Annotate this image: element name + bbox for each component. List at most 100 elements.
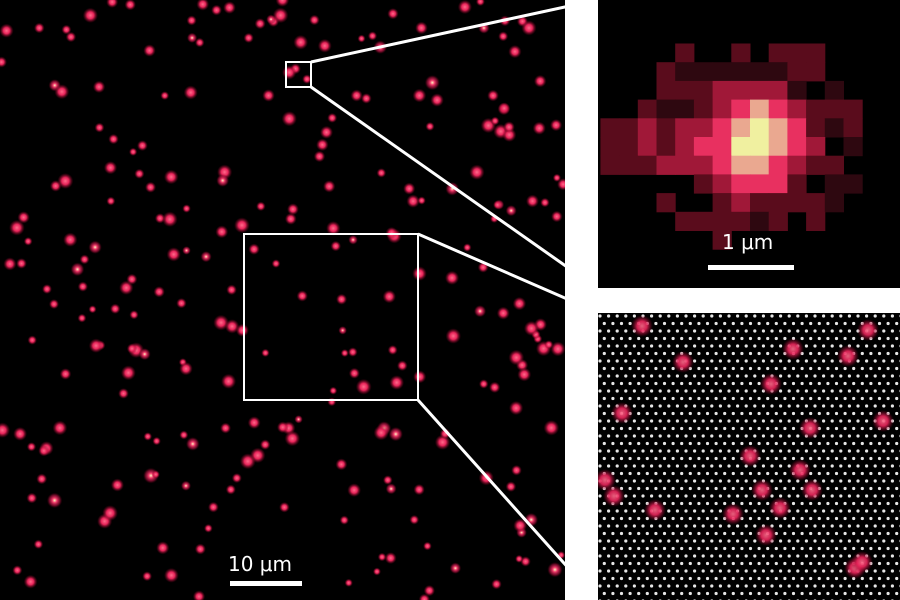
- lattice-dot: [852, 426, 856, 431]
- lattice-dot: [865, 419, 869, 423]
- lattice-dot: [834, 381, 839, 386]
- lattice-dot: [611, 336, 615, 341]
- lattice-dot: [675, 404, 680, 408]
- lattice-dot: [882, 329, 886, 333]
- fluorescent-spot: [385, 483, 397, 495]
- lattice-dot: [714, 471, 718, 476]
- lattice-dot: [736, 569, 740, 573]
- lattice-dot: [748, 396, 753, 401]
- lattice-dot: [688, 456, 692, 461]
- lattice-dot: [654, 591, 658, 596]
- lattice-dot: [632, 344, 637, 348]
- lattice-dot: [860, 471, 864, 476]
- lattice-dot: [641, 434, 645, 438]
- lattice-dot: [753, 314, 757, 318]
- lattice-dot: [680, 381, 684, 386]
- lattice-dot: [736, 344, 740, 348]
- lattice-dot: [701, 539, 705, 543]
- lattice-dot: [757, 351, 761, 356]
- lattice-dot: [705, 366, 710, 371]
- lattice-dot: [787, 329, 791, 333]
- fluorescent-spot: [182, 246, 191, 255]
- lattice-dot: [830, 374, 834, 378]
- lattice-dot: [766, 366, 770, 371]
- pixel: [750, 80, 770, 101]
- lattice-dot: [705, 441, 710, 446]
- lattice-dot: [757, 546, 761, 551]
- lattice-dot: [611, 516, 615, 521]
- fluorescent-spot: [0, 56, 7, 68]
- fluorescent-spot: [13, 426, 28, 441]
- fluorescent-spot: [550, 341, 565, 357]
- fluorescent-spot: [106, 0, 119, 8]
- lattice-dot: [804, 524, 809, 528]
- lattice-dot: [830, 524, 834, 528]
- lattice-dot: [705, 576, 710, 581]
- lattice-dot: [895, 426, 899, 431]
- fluorescent-spot: [279, 501, 290, 513]
- pixel: [768, 62, 788, 82]
- lattice-dot: [740, 471, 744, 476]
- lattice-dot: [684, 479, 688, 483]
- lattice-dot: [740, 381, 744, 386]
- lattice-dot: [619, 381, 624, 386]
- lattice-dot: [834, 501, 839, 506]
- lattice-dot: [886, 501, 890, 506]
- lattice-dot: [800, 591, 804, 596]
- lattice-dot: [697, 396, 701, 401]
- lattice-dot: [602, 426, 606, 431]
- lattice-dot: [822, 374, 826, 378]
- lattice-dot: [860, 381, 864, 386]
- lattice-dot: [680, 561, 684, 566]
- lattice-dot: [869, 486, 873, 491]
- lattice-dot: [680, 396, 684, 401]
- lattice-dot: [619, 351, 624, 356]
- fluorescent-spot: [63, 232, 78, 247]
- lattice-dot: [723, 531, 727, 536]
- lattice-dot: [607, 464, 611, 468]
- fluorescent-spot: [503, 121, 515, 133]
- lattice-dot: [641, 479, 645, 483]
- lattice-dot: [680, 411, 684, 416]
- lattice-dot: [822, 449, 826, 453]
- fluorescent-spot: [88, 240, 102, 254]
- lattice-dot: [675, 389, 680, 393]
- lattice-dot: [662, 441, 667, 446]
- lattice-dot: [822, 509, 826, 513]
- fluorescent-spot: [801, 479, 823, 501]
- fluorescent-spot: [799, 417, 821, 439]
- lattice-dot: [641, 404, 645, 408]
- lattice-dot: [607, 584, 611, 588]
- lattice-dot: [680, 321, 684, 326]
- lattice-dot: [774, 411, 778, 416]
- lattice-dot: [619, 576, 624, 581]
- pixel: [787, 62, 807, 82]
- lattice-dot: [611, 321, 615, 326]
- lattice-dot: [688, 426, 692, 431]
- pixel: [712, 99, 732, 119]
- lattice-dot: [877, 486, 882, 491]
- lattice-dot: [611, 591, 615, 596]
- pixel: [675, 62, 695, 82]
- lattice-dot: [697, 366, 701, 371]
- lattice-dot: [822, 539, 826, 543]
- lattice-dot: [787, 389, 791, 393]
- lattice-dot: [736, 524, 740, 528]
- lattice-dot: [770, 344, 774, 348]
- lattice-dot: [718, 389, 723, 393]
- fluorescent-spot: [323, 180, 336, 193]
- fluorescent-spot: [225, 484, 236, 495]
- lattice-dot: [796, 404, 800, 408]
- lattice-dot: [744, 539, 748, 543]
- lattice-dot: [684, 509, 688, 513]
- lattice-dot: [641, 509, 645, 513]
- lattice-dot: [701, 344, 705, 348]
- lattice-dot: [671, 591, 675, 596]
- pixel: [656, 80, 676, 101]
- lattice-dot: [882, 479, 886, 483]
- lattice-dot: [796, 569, 800, 573]
- lattice-dot: [796, 539, 800, 543]
- lattice-dot: [684, 554, 688, 558]
- lattice-dot: [619, 591, 624, 596]
- lattice-dot: [895, 546, 899, 551]
